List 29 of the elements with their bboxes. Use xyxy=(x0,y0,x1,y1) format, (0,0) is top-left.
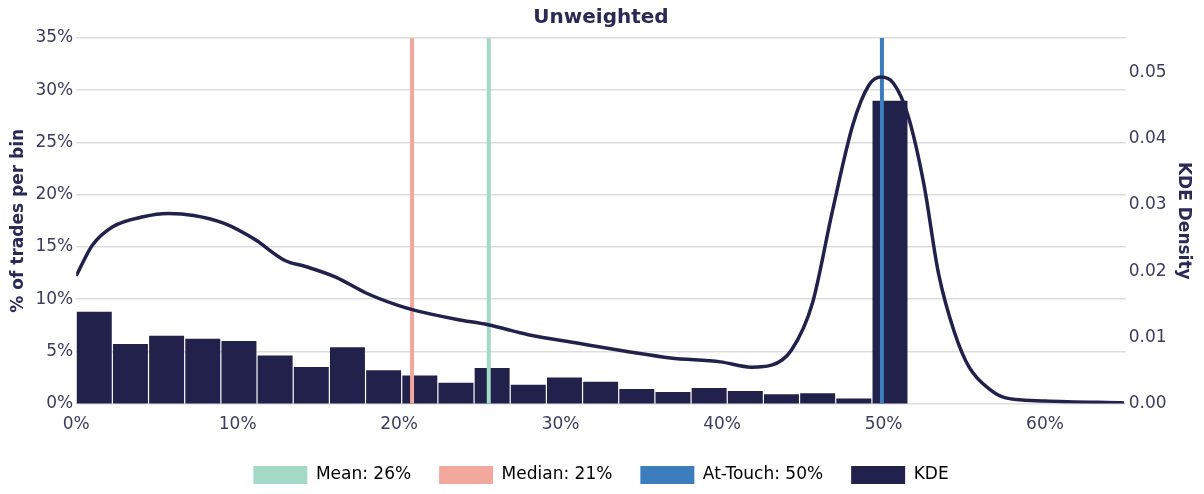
x-tick-label: 20% xyxy=(380,413,419,434)
y2-tick-label: 0.03 xyxy=(1128,193,1167,214)
y-tick-label: 10% xyxy=(35,287,74,308)
y-axis-title: % of trades per bin xyxy=(6,128,27,313)
y-tick-label: 35% xyxy=(35,26,74,47)
legend-label: At-Touch: 50% xyxy=(702,463,824,484)
x-tick-label: 60% xyxy=(1026,413,1064,434)
chart-title: Unweighted xyxy=(533,4,669,29)
line-series xyxy=(76,75,1126,404)
y-tick-label: 25% xyxy=(35,130,74,151)
y-tick-label: 30% xyxy=(35,78,74,99)
x-tick-label: 40% xyxy=(703,413,741,434)
x-tick-label: 50% xyxy=(864,413,903,434)
y-tick-label: 20% xyxy=(35,183,74,204)
y-tick-label: 15% xyxy=(35,235,74,256)
legend-label: KDE xyxy=(913,463,949,484)
y-tick-label: 0% xyxy=(46,392,74,413)
legend-label: Mean: 26% xyxy=(315,463,412,484)
x-tick-label: 10% xyxy=(218,413,257,434)
x-tick-label: 0% xyxy=(62,413,90,434)
y2-tick-label: 0.05 xyxy=(1128,60,1167,81)
y2-tick-label: 0.01 xyxy=(1128,325,1167,346)
y2-axis-title: KDE Density xyxy=(1175,161,1196,280)
x-tick-label: 30% xyxy=(541,413,580,434)
y2-tick-label: 0.02 xyxy=(1128,259,1167,280)
y2-tick-label: 0.00 xyxy=(1128,392,1167,413)
legend-label: Median: 21% xyxy=(501,463,613,484)
y2-tick-label: 0.04 xyxy=(1128,127,1167,148)
y-tick-label: 5% xyxy=(46,339,74,360)
